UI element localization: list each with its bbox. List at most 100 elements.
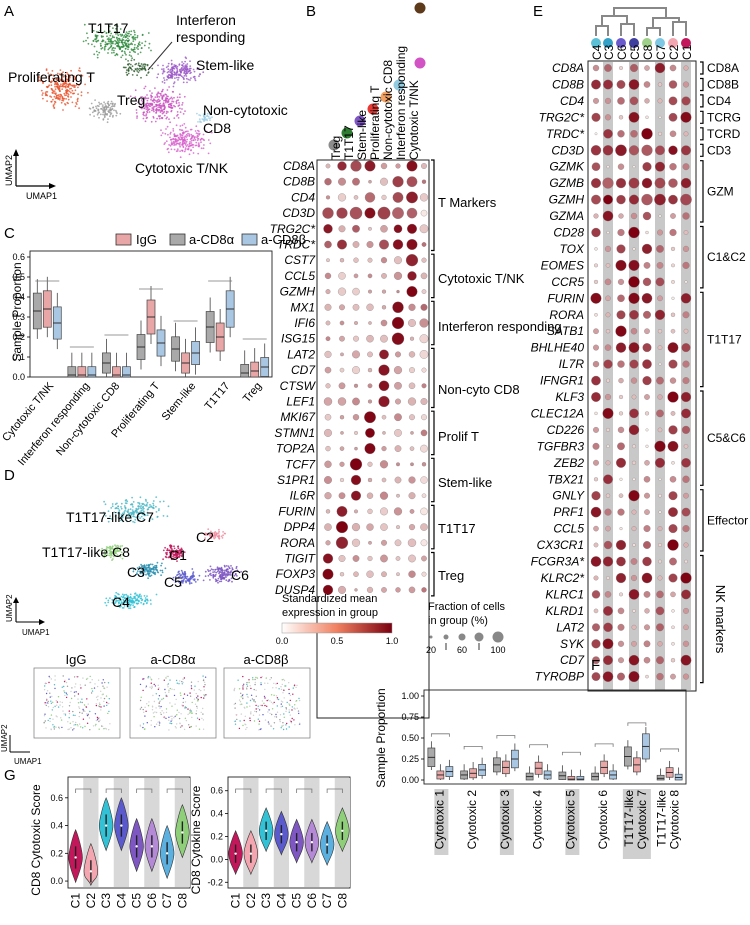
- umap-d-point: [231, 568, 234, 571]
- umap-sub-point: [95, 719, 98, 722]
- umap-d-point: [124, 507, 127, 510]
- umap-a-point: [109, 115, 111, 118]
- umap-d-point: [210, 530, 212, 533]
- e-dot: [593, 328, 599, 335]
- umap-sub-point: [171, 688, 173, 690]
- umap-d-point: [164, 546, 167, 549]
- b-dot: [409, 446, 415, 451]
- umap-sub-point: [272, 687, 274, 689]
- umap-sub-point: [158, 678, 160, 680]
- umap-sub-point: [189, 692, 191, 694]
- umap-a-point: [122, 45, 125, 47]
- g-left-median: [89, 870, 93, 873]
- b-dot: [379, 349, 389, 360]
- e-dot: [590, 506, 602, 518]
- umap-a-point: [202, 138, 205, 141]
- umap-d-point: [230, 565, 232, 567]
- umap-a-point: [112, 105, 115, 108]
- umap-a-point: [99, 42, 102, 45]
- umap-a-point: [135, 47, 138, 49]
- panel-e-dots: [590, 62, 692, 683]
- umap-sub-point: [150, 724, 152, 726]
- umap-a-point: [104, 43, 107, 46]
- b-gene-label: CD8A: [283, 159, 315, 173]
- umap-a-point: [111, 35, 114, 37]
- umap-d-point: [110, 518, 113, 520]
- umap-d-point: [117, 512, 120, 515]
- b-dot: [380, 523, 388, 531]
- e-dot: [615, 259, 627, 271]
- legend-size-tick-60: 60: [457, 645, 467, 655]
- legend-color-tick-0: 0.0: [276, 636, 289, 646]
- e-group-label: Effector: [707, 513, 748, 527]
- umap-a-point: [165, 140, 168, 143]
- umap-a-point: [186, 144, 189, 146]
- c-ytick-label: 0.0: [12, 372, 25, 382]
- umap-sub-point: [143, 678, 145, 680]
- b-dot: [421, 587, 427, 593]
- umap-a-point: [194, 79, 197, 82]
- umap-a-point: [100, 45, 102, 47]
- umap-a-point: [71, 101, 74, 104]
- b-dot: [408, 319, 416, 327]
- e-dot: [592, 64, 600, 72]
- umap-sub-point: [43, 689, 46, 691]
- umap-d-point: [175, 555, 178, 558]
- umap-a-point: [193, 70, 196, 73]
- umap-sub-point: [96, 719, 99, 721]
- umap-d-point: [109, 547, 111, 550]
- umap-sub-point: [108, 710, 110, 713]
- umap-d-point: [137, 515, 140, 518]
- g-left-bracket: [105, 788, 122, 793]
- b-dot: [367, 273, 373, 279]
- e-dot: [602, 177, 614, 189]
- e-dot: [631, 526, 637, 532]
- umap-sub-point: [57, 706, 60, 708]
- umap-sub-point: [267, 699, 270, 701]
- e-dot: [593, 213, 599, 219]
- e-dot: [632, 609, 636, 613]
- b-gene-label: TRG2C*: [270, 222, 316, 236]
- umap-d-point: [133, 606, 136, 608]
- umap-d-point: [104, 601, 107, 604]
- umap-a-point: [176, 148, 179, 151]
- umap-a-point: [196, 68, 199, 70]
- umap-a-point: [145, 104, 148, 107]
- umap-sub-point: [183, 693, 186, 695]
- umap-sub-point: [103, 728, 105, 730]
- umap-d-point: [170, 549, 173, 552]
- umap-d-point: [125, 593, 128, 596]
- umap-sub-point: [233, 703, 235, 705]
- b-dot: [381, 587, 387, 593]
- e-dot: [657, 575, 663, 581]
- b-dot: [420, 539, 428, 547]
- umap-a-point: [127, 44, 130, 46]
- b-dot: [367, 367, 373, 373]
- umap-a-point: [137, 71, 140, 74]
- umap-d-point: [161, 571, 164, 574]
- umap-d-point: [134, 595, 136, 598]
- umap-sub-point: [253, 688, 255, 691]
- umap-a-point: [59, 95, 62, 98]
- umap-a-point: [109, 109, 112, 112]
- e-header-dot: [655, 38, 665, 48]
- umap-a-point: [206, 114, 209, 117]
- umap-sub-xlabel: UMAP1: [14, 757, 42, 766]
- umap-d-point: [121, 545, 124, 547]
- umap-sub-point: [48, 675, 50, 678]
- umap-sub-point: [44, 685, 46, 687]
- umap-d-point: [209, 535, 212, 538]
- umap-sub-point: [61, 701, 63, 704]
- umap-a-point: [37, 79, 40, 82]
- e-dot: [606, 576, 610, 580]
- umap-a-point: [192, 146, 195, 149]
- b-dot: [379, 491, 389, 500]
- umap-sub-point: [144, 706, 146, 708]
- e-dot: [655, 457, 665, 468]
- umap-d-point: [184, 571, 186, 574]
- umap-a-point: [164, 132, 167, 135]
- umap-a-point: [130, 55, 133, 57]
- umap-a-point: [176, 96, 179, 99]
- umap-sub-point: [53, 728, 55, 730]
- umap-sub-point: [283, 716, 285, 718]
